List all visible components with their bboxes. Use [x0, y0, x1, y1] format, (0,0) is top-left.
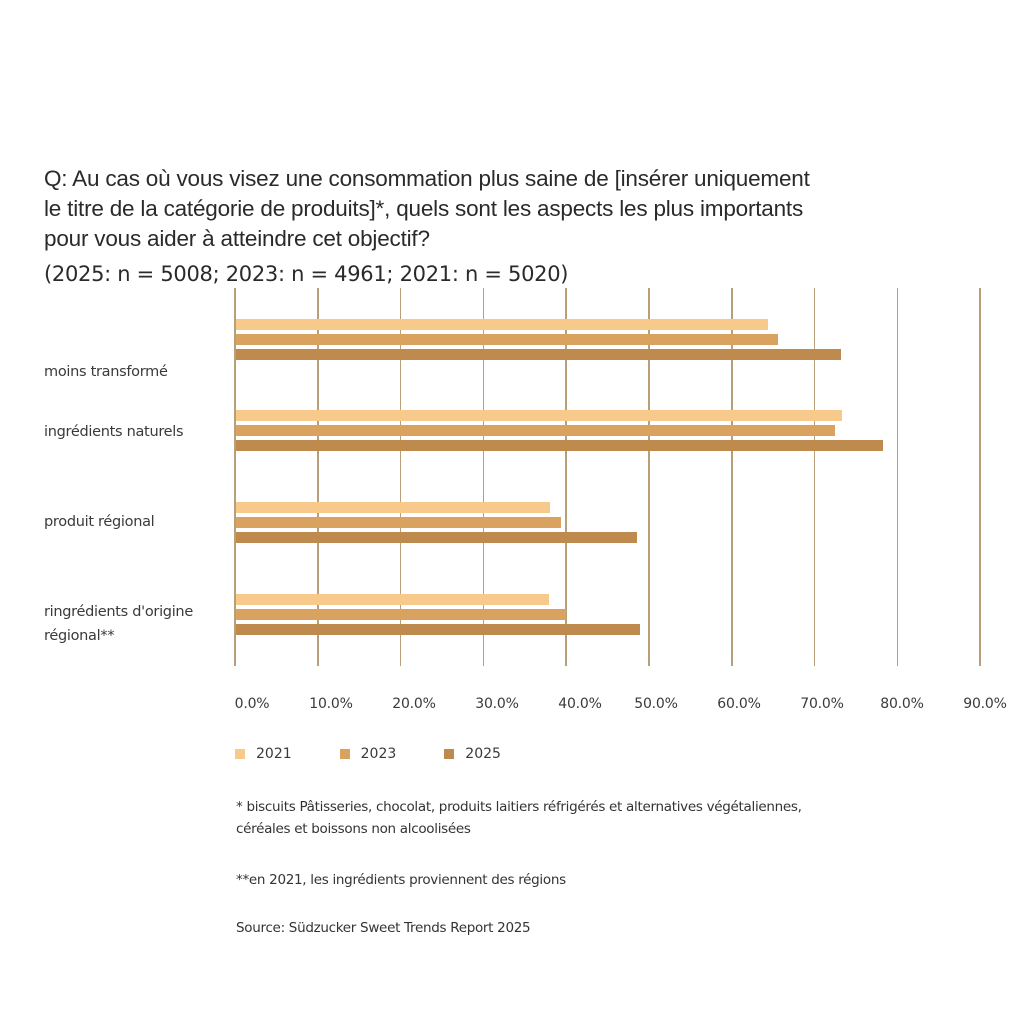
gridline-20	[399, 288, 402, 666]
legend-item-2021: 2021	[235, 746, 292, 762]
bar-2025-2	[236, 532, 638, 543]
x-tick-20: 20.0%	[392, 696, 436, 712]
source-note: Source: Südzucker Sweet Trends Report 20…	[236, 920, 531, 936]
category-label-produit-regional: produit régional	[44, 510, 155, 534]
category-label-text: ingrédients naturels	[44, 424, 184, 440]
footnote-categories: * biscuits Pâtisseries, chocolat, produi…	[236, 796, 802, 840]
gridline-40	[565, 288, 567, 666]
bar-2025-1	[236, 440, 884, 451]
gridline-60	[731, 288, 733, 666]
gridline-70	[813, 288, 816, 666]
x-tick-0: 0.0%	[234, 696, 270, 712]
category-label-ingredients-naturels: ingrédients naturels	[44, 420, 184, 444]
bar-2023-0	[236, 334, 779, 345]
x-tick-60: 60.0%	[717, 696, 761, 712]
chart-title: Q: Au cas où vous visez une consommation…	[44, 164, 1004, 254]
bar-2025-3	[236, 624, 640, 635]
legend-item-2025: 2025	[444, 746, 501, 762]
legend-swatch-2023	[339, 749, 350, 759]
gridline-90	[979, 288, 981, 666]
x-tick-70: 70.0%	[800, 696, 844, 712]
title-line-1: Q: Au cas où vous visez une consommation…	[44, 166, 810, 191]
footnote-categories-line-2: céréales et boissons non alcoolisées	[236, 821, 471, 837]
title-line-2: le titre de la catégorie de produits]*, …	[44, 196, 804, 221]
x-tick-90: 90.0%	[963, 696, 1007, 712]
bar-2025-0	[236, 349, 842, 360]
category-label-text-line-2: régional**	[44, 628, 115, 644]
category-label-moins-transforme: moins transformé	[44, 360, 168, 384]
x-tick-10: 10.0%	[309, 696, 353, 712]
bar-2023-2	[236, 517, 562, 528]
bar-2021-1	[236, 410, 842, 421]
gridline-30	[482, 288, 485, 666]
category-label-text: moins transformé	[44, 364, 168, 380]
legend-label-2023: 2023	[360, 746, 397, 762]
gridline-80	[896, 288, 899, 666]
bar-2021-0	[236, 319, 769, 330]
title-line-3: pour vous aider à atteindre cet objectif…	[44, 226, 430, 251]
footnote-regions: **en 2021, les ingrédients proviennent d…	[236, 872, 566, 888]
x-tick-40: 40.0%	[558, 696, 602, 712]
sample-sizes: (2025: n = 5008; 2023: n = 4961; 2021: n…	[44, 262, 569, 286]
legend-label-2025: 2025	[465, 746, 501, 762]
gridline-10	[317, 288, 319, 666]
x-tick-50: 50.0%	[634, 696, 678, 712]
legend-label-2021: 2021	[256, 746, 292, 762]
category-label-text-line-1: ringrédients d'origine	[44, 604, 193, 620]
bar-2021-2	[236, 502, 550, 513]
x-tick-30: 30.0%	[475, 696, 519, 712]
legend-swatch-2025	[444, 749, 455, 759]
bar-2023-3	[236, 609, 567, 620]
legend: 2021 2023 2025	[235, 746, 549, 762]
category-label-text: produit régional	[44, 514, 155, 530]
bar-2023-1	[236, 425, 836, 436]
bar-2021-3	[236, 594, 549, 605]
x-tick-80: 80.0%	[880, 696, 924, 712]
gridline-50	[648, 288, 650, 666]
legend-item-2023: 2023	[339, 746, 397, 762]
legend-swatch-2021	[235, 749, 245, 759]
footnote-categories-line-1: * biscuits Pâtisseries, chocolat, produi…	[236, 799, 802, 815]
category-label-ingredients-origine-regional: ringrédients d'origine régional**	[44, 600, 193, 648]
gridline-0	[234, 288, 236, 666]
